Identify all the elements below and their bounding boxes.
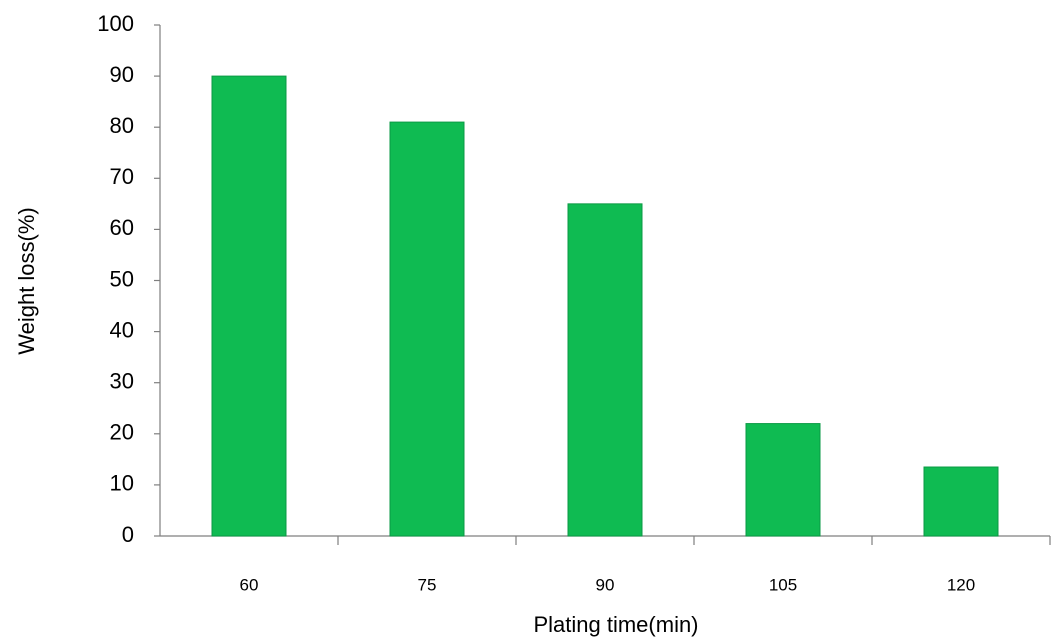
y-tick-label: 0 xyxy=(122,522,134,547)
bar xyxy=(567,203,643,537)
x-tick-label: 120 xyxy=(947,575,975,594)
y-tick-label: 50 xyxy=(110,266,134,291)
y-tick-label: 70 xyxy=(110,164,134,189)
bar xyxy=(923,466,999,537)
y-tick-label: 80 xyxy=(110,113,134,138)
y-tick-label: 100 xyxy=(97,11,134,36)
y-tick-label: 30 xyxy=(110,369,134,394)
bar xyxy=(389,121,465,537)
x-axis-title: Plating time(min) xyxy=(533,612,698,637)
y-tick-label: 40 xyxy=(110,317,134,342)
bar xyxy=(211,75,287,537)
x-tick-label: 75 xyxy=(418,575,437,594)
x-tick-label: 90 xyxy=(596,575,615,594)
y-tick-label: 10 xyxy=(110,471,134,496)
y-tick-label: 20 xyxy=(110,420,134,445)
x-tick-label: 105 xyxy=(769,575,797,594)
y-tick-label: 90 xyxy=(110,62,134,87)
x-tick-label: 60 xyxy=(240,575,259,594)
y-axis-title: Weight loss(%) xyxy=(14,207,39,355)
bar xyxy=(745,423,821,537)
y-tick-label: 60 xyxy=(110,215,134,240)
